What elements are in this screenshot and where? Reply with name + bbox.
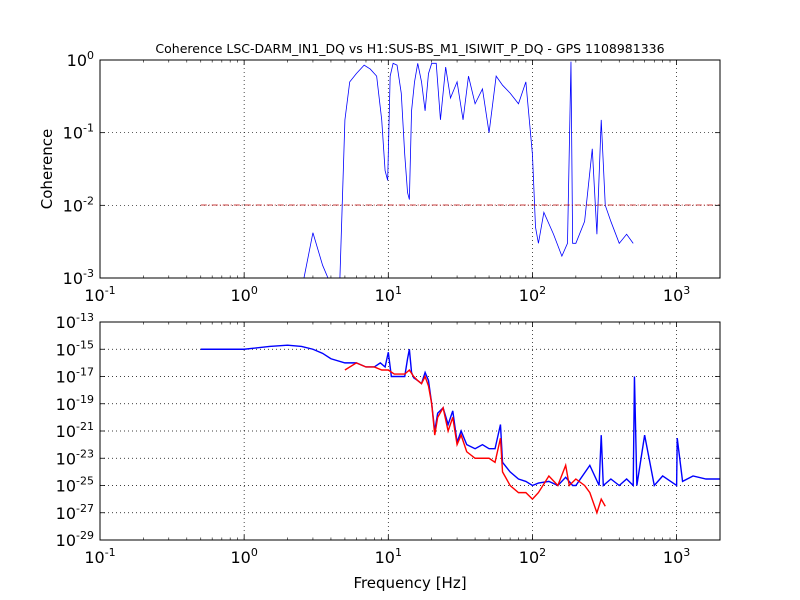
series-line-0 — [303, 61, 634, 278]
x-tick-label: 102 — [519, 284, 546, 305]
chart-title: Coherence LSC-DARM_IN1_DQ vs H1:SUS-BS_M… — [155, 41, 664, 56]
y-tick-label: 10-17 — [56, 366, 94, 387]
series-line-0 — [200, 344, 720, 488]
y-axis-label: Coherence — [38, 129, 56, 209]
x-tick-label: 101 — [375, 284, 402, 305]
y-tick-label: 10-21 — [56, 420, 94, 441]
y-tick-label: 100 — [67, 49, 94, 70]
x-tick-label: 103 — [663, 284, 690, 305]
spectrum-plot: 10-1 100 101 102 103 10-29 10-27 10-25 10-23 10-2… — [56, 311, 721, 592]
y-tick-label: 10-27 — [56, 502, 94, 523]
x-tick-label: 100 — [230, 546, 257, 567]
plot-frame — [99, 59, 721, 279]
x-tick-label: 10-1 — [84, 284, 115, 305]
x-axis-label: Frequency [Hz] — [353, 574, 466, 592]
y-tick-label: 10-19 — [56, 393, 94, 414]
x-tick-label: 102 — [519, 546, 546, 567]
x-tick-label: 100 — [230, 284, 257, 305]
y-tick-label: 10-15 — [56, 338, 94, 359]
y-tick-label: 10-2 — [63, 194, 94, 215]
x-tick-label: 10-1 — [84, 546, 115, 567]
y-tick-label: 10-29 — [56, 529, 94, 550]
y-tick-label: 10-13 — [56, 311, 94, 332]
x-tick-label: 101 — [375, 546, 402, 567]
y-tick-label: 10-3 — [63, 267, 94, 288]
series-line-1 — [344, 362, 606, 515]
x-tick-label: 103 — [663, 546, 690, 567]
y-tick-label: 10-23 — [56, 447, 94, 468]
y-tick-label: 10-1 — [63, 122, 94, 143]
coherence-plot: 10-1 100 101 102 103 10-3 10-2 10-1 100 Coherence — [38, 49, 721, 305]
y-tick-label: 10-25 — [56, 475, 94, 496]
